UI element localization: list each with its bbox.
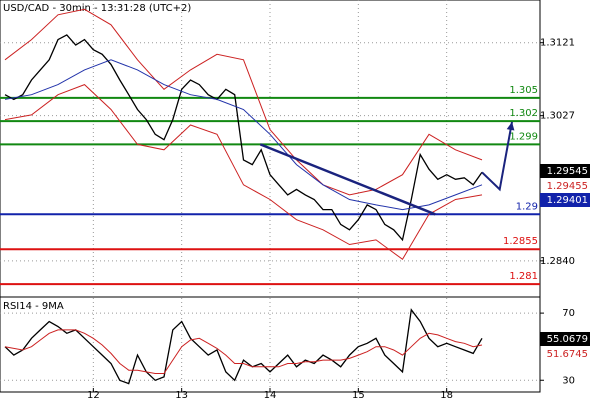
x-tick-label: 18 bbox=[440, 390, 453, 400]
value-tag bbox=[540, 332, 590, 346]
x-tick-label: 15 bbox=[352, 390, 365, 400]
x-tick-label: 13 bbox=[175, 390, 188, 400]
arrow-head bbox=[506, 121, 515, 131]
y-tick-label: 1.3027 bbox=[540, 111, 575, 122]
price-line bbox=[4, 8, 483, 196]
rsi-title: RSI14 - 9MA bbox=[3, 301, 64, 312]
level-label: 1.299 bbox=[509, 131, 538, 142]
x-tick-label: 14 bbox=[264, 390, 277, 400]
trendline bbox=[259, 143, 436, 216]
y-tick-label: 30 bbox=[562, 375, 575, 386]
rsi-line bbox=[4, 308, 483, 385]
level-label: 1.2855 bbox=[503, 236, 538, 247]
value-tag bbox=[540, 164, 590, 178]
value-tag-label: 55.0679 bbox=[547, 334, 588, 345]
level-label: 1.281 bbox=[509, 271, 538, 282]
level-label: 1.305 bbox=[509, 85, 538, 96]
chart-title: USD/CAD - 30min - 13:31:28 (UTC+2) bbox=[3, 3, 191, 14]
arrow bbox=[481, 121, 513, 192]
value-tag-label: 51.6745 bbox=[547, 349, 588, 360]
x-tick-label: 12 bbox=[87, 390, 100, 400]
y-tick-label: 70 bbox=[562, 308, 575, 319]
y-tick-label: 1.2840 bbox=[540, 256, 575, 267]
value-tag bbox=[540, 193, 590, 207]
y-tick-label: 1.3121 bbox=[540, 38, 575, 49]
rsi-line bbox=[4, 329, 483, 374]
value-tag-label: 1.29545 bbox=[547, 166, 588, 177]
level-label: 1.29 bbox=[516, 201, 538, 212]
level-label: 1.302 bbox=[509, 108, 538, 119]
price-line bbox=[4, 59, 483, 211]
price-line bbox=[4, 84, 483, 261]
value-tag-label: 1.29455 bbox=[547, 181, 588, 192]
price-line bbox=[4, 34, 483, 242]
value-tag-label: 1.29401 bbox=[547, 195, 588, 206]
